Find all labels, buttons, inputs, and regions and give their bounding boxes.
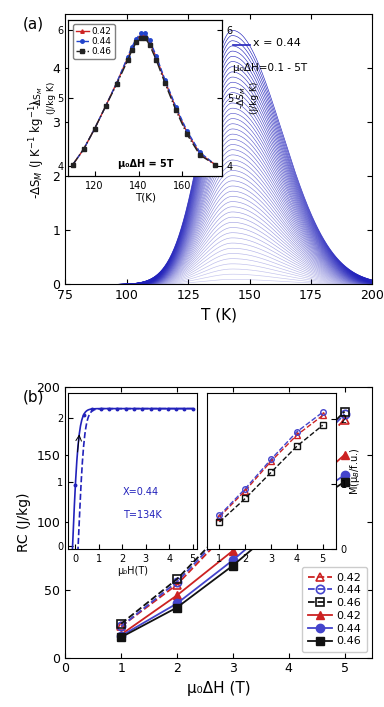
Y-axis label: -ΔS$_M$
(J/kg K): -ΔS$_M$ (J/kg K) <box>236 82 259 114</box>
X-axis label: μ₀ΔH (T): μ₀ΔH (T) <box>187 681 251 696</box>
Y-axis label: RC (J/kg): RC (J/kg) <box>17 493 31 552</box>
Legend: 0.42, 0.44, 0.46, 0.42, 0.44, 0.46: 0.42, 0.44, 0.46, 0.42, 0.44, 0.46 <box>302 567 367 652</box>
Text: (b): (b) <box>22 390 44 405</box>
Text: μ₀ΔH=0.1 - 5T: μ₀ΔH=0.1 - 5T <box>233 63 307 74</box>
Y-axis label: -ΔS$_M$ (J K$^{-1}$ kg$^{-1}$): -ΔS$_M$ (J K$^{-1}$ kg$^{-1}$) <box>27 100 47 199</box>
X-axis label: T (K): T (K) <box>201 308 237 323</box>
Text: (a): (a) <box>22 17 43 32</box>
Text: x = 0.44: x = 0.44 <box>253 37 301 47</box>
